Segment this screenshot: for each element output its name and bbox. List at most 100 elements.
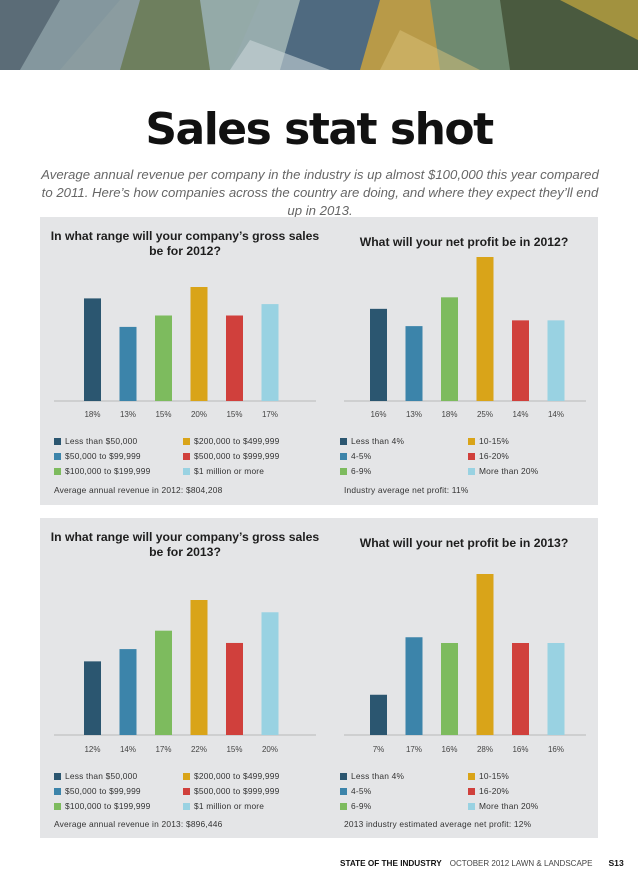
legend-label: 10-15% bbox=[479, 436, 510, 446]
legend-item: Less than $50,000 bbox=[54, 436, 137, 446]
legend-label: $50,000 to $99,999 bbox=[65, 786, 141, 796]
bar-value-label: 18% bbox=[84, 410, 100, 419]
legend-swatch bbox=[468, 787, 475, 795]
footer-section-label: STATE OF THE INDUSTRY bbox=[340, 859, 442, 868]
legend-swatch bbox=[340, 787, 347, 795]
bar-value-label: 14% bbox=[512, 410, 528, 419]
legend-label: 6-9% bbox=[351, 466, 372, 476]
legend-swatch bbox=[340, 467, 347, 475]
bar bbox=[226, 315, 243, 401]
legend-label: More than 20% bbox=[479, 801, 539, 811]
legend-swatch bbox=[183, 787, 190, 795]
bar bbox=[84, 298, 101, 401]
legend-item: 10-15% bbox=[468, 771, 509, 781]
bar bbox=[547, 320, 565, 401]
chart-footnote: Average annual revenue in 2013: $896,446 bbox=[54, 819, 223, 829]
bar-value-label: 12% bbox=[84, 745, 100, 754]
legend-label: 4-5% bbox=[351, 786, 372, 796]
legend-swatch bbox=[54, 802, 61, 810]
legend-swatch bbox=[340, 437, 347, 445]
chart-title: In what range will your company’s gross … bbox=[50, 530, 320, 559]
bar-chart-profit-2013: 7% 17% 16% 28% 16% 16% bbox=[344, 574, 586, 754]
legend-label: 10-15% bbox=[479, 771, 510, 781]
bar bbox=[441, 297, 458, 401]
bar bbox=[370, 694, 387, 735]
legend-swatch bbox=[468, 467, 475, 475]
bar-value-label: 25% bbox=[477, 410, 493, 419]
legend-label: $100,000 to $199,999 bbox=[65, 801, 151, 811]
legend-item: $100,000 to $199,999 bbox=[54, 466, 151, 476]
legend-item: $1 million or more bbox=[183, 801, 264, 811]
legend-swatch bbox=[468, 437, 475, 445]
bar-value-label: 14% bbox=[120, 745, 136, 754]
bar bbox=[84, 661, 101, 735]
legend-item: Less than 4% bbox=[340, 771, 404, 781]
legend-label: 4-5% bbox=[351, 451, 372, 461]
bar bbox=[190, 600, 208, 735]
bar-value-label: 14% bbox=[548, 410, 564, 419]
legend-swatch bbox=[183, 802, 190, 810]
bar-value-label: 15% bbox=[226, 745, 242, 754]
legend-swatch bbox=[340, 772, 347, 780]
legend-swatch bbox=[340, 802, 347, 810]
bar-value-label: 15% bbox=[226, 410, 242, 419]
bar bbox=[261, 304, 279, 401]
legend-item: 4-5% bbox=[340, 786, 371, 796]
bar bbox=[476, 574, 494, 735]
bar bbox=[512, 643, 529, 735]
bar-value-label: 17% bbox=[406, 745, 422, 754]
bar-value-label: 17% bbox=[262, 410, 278, 419]
chart-title: What will your net profit be in 2013? bbox=[359, 536, 569, 550]
chart-legend: Less than $50,000 $200,000 to $499,999 $50… bbox=[40, 518, 330, 838]
bar bbox=[119, 649, 137, 735]
bar-value-label: 13% bbox=[406, 410, 422, 419]
legend-swatch bbox=[183, 772, 190, 780]
chart-title: What will your net profit be in 2012? bbox=[359, 235, 569, 249]
legend-label: 16-20% bbox=[479, 451, 510, 461]
bar-value-label: 16% bbox=[370, 410, 386, 419]
legend-item: 16-20% bbox=[468, 451, 509, 461]
legend-item: $50,000 to $99,999 bbox=[54, 786, 141, 796]
legend-item: $100,000 to $199,999 bbox=[54, 801, 151, 811]
bar bbox=[261, 612, 279, 735]
chart-footnote: 2013 industry estimated average net prof… bbox=[344, 819, 532, 829]
legend-label: $200,000 to $499,999 bbox=[194, 436, 280, 446]
bar-value-label: 16% bbox=[512, 745, 528, 754]
legend-swatch bbox=[468, 772, 475, 780]
legend-label: $1 million or more bbox=[194, 466, 265, 476]
bar bbox=[119, 326, 137, 401]
bar-chart-profit-2012: 16% 13% 18% 25% 14% 14% bbox=[344, 257, 586, 419]
bar-value-label: 22% bbox=[191, 745, 207, 754]
legend-label: Less than $50,000 bbox=[65, 771, 138, 781]
legend-item: 10-15% bbox=[468, 436, 509, 446]
bar-value-label: 16% bbox=[548, 745, 564, 754]
legend-label: $500,000 to $999,999 bbox=[194, 786, 280, 796]
legend-item: 6-9% bbox=[340, 801, 371, 811]
chart-title: In what range will your company’s gross … bbox=[50, 229, 320, 258]
bar bbox=[405, 326, 423, 401]
legend-item: $200,000 to $499,999 bbox=[183, 436, 280, 446]
chart-panel-sales-2013: In what range will your company’s gross … bbox=[40, 518, 330, 838]
chart-panel-profit-2012: What will your net profit be in 2012? 16… bbox=[330, 217, 598, 505]
page-title: Sales stat shot bbox=[145, 104, 494, 155]
bar bbox=[476, 257, 494, 401]
bar bbox=[547, 643, 565, 735]
bar-value-label: 17% bbox=[155, 745, 171, 754]
bar bbox=[226, 642, 243, 735]
bar-value-label: 16% bbox=[441, 745, 457, 754]
legend-label: $500,000 to $999,999 bbox=[194, 451, 280, 461]
bar-value-label: 20% bbox=[191, 410, 207, 419]
bar bbox=[512, 320, 529, 401]
legend-item: 16-20% bbox=[468, 786, 509, 796]
legend-swatch bbox=[54, 772, 61, 780]
legend-swatch bbox=[183, 437, 190, 445]
legend-label: 16-20% bbox=[479, 786, 510, 796]
page-footer: STATE OF THE INDUSTRY OCTOBER 2012 LAWN … bbox=[340, 858, 630, 868]
legend-swatch bbox=[468, 452, 475, 460]
bar-value-label: 20% bbox=[262, 745, 278, 754]
legend-label: $100,000 to $199,999 bbox=[65, 466, 151, 476]
legend-swatch bbox=[468, 802, 475, 810]
chart-footnote: Average annual revenue in 2012: $804,208 bbox=[54, 485, 223, 495]
legend-label: More than 20% bbox=[479, 466, 539, 476]
bar-value-label: 28% bbox=[477, 745, 493, 754]
